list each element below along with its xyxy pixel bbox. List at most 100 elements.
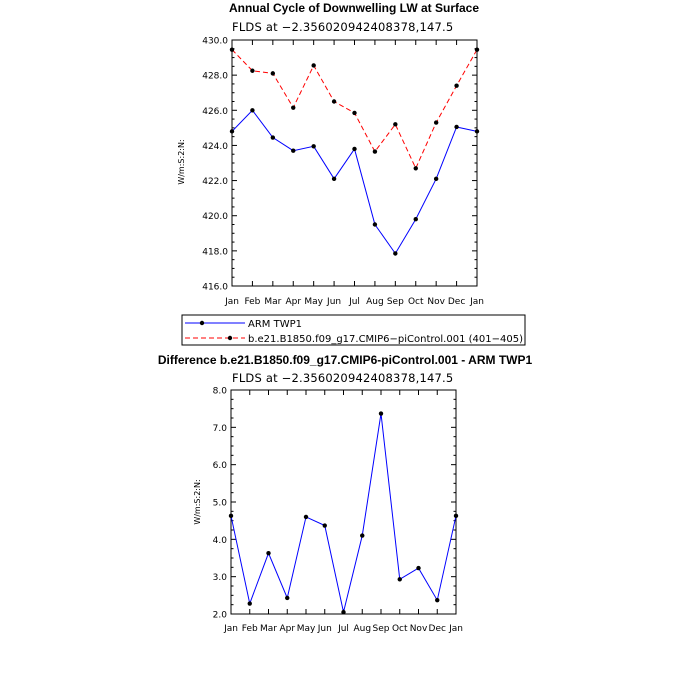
series-0-point (416, 565, 421, 571)
series-0-point (228, 513, 234, 519)
series-0-point (341, 609, 346, 615)
chart2-title: Difference b.e21.B1850.f09_g17.CMIP6-piC… (158, 353, 533, 367)
series-0-point (331, 176, 337, 182)
series-0-point (322, 523, 327, 528)
x-tick-label: Jan (448, 624, 463, 634)
x-tick-label: Jan (223, 624, 238, 634)
legend-label-arm: ARM TWP1 (248, 319, 302, 330)
x-tick-label: Mar (264, 297, 281, 307)
y-tick-label: 6.0 (213, 461, 228, 471)
legend-marker-model (227, 335, 233, 341)
legend-box (181, 314, 526, 346)
x-tick-label: Mar (260, 624, 277, 634)
series-1-point (311, 63, 316, 68)
series-0-point (270, 135, 276, 140)
series-0-point (303, 514, 309, 520)
x-tick-label: May (297, 624, 316, 634)
chart2-y-axis-label: W/m:S:2:N: (193, 479, 202, 524)
series-0-point (229, 129, 235, 134)
legend-marker-arm (199, 320, 205, 326)
y-tick-label: 7.0 (213, 424, 228, 434)
series-0-point (397, 577, 402, 582)
series-0-point (372, 222, 378, 227)
chart1-y-ticks: 416.0 418.0 420.0 422.0 424.0 426.0 428.0 430.0 (202, 37, 477, 293)
series-1-point (270, 71, 276, 76)
series-0-point (413, 217, 418, 222)
annual-cycle-chart: Annual Cycle of Downwelling LW at Surfac… (177, 1, 526, 346)
y-tick-label: 2.0 (213, 611, 228, 621)
chart1-series (229, 47, 480, 256)
y-tick-label: 5.0 (213, 499, 228, 509)
x-tick-label: Apr (285, 297, 301, 307)
x-tick-label: Apr (279, 624, 295, 634)
x-tick-label: Sep (387, 297, 404, 307)
series-0-point (266, 550, 271, 556)
y-tick-label: 420.0 (202, 212, 228, 222)
series-1-point (250, 68, 255, 73)
difference-chart: Difference b.e21.B1850.f09_g17.CMIP6-piC… (158, 353, 533, 634)
x-tick-label: Jun (326, 297, 341, 307)
y-tick-label: 426.0 (202, 107, 228, 117)
series-0-point (360, 533, 365, 538)
x-tick-label: Dec (429, 624, 446, 634)
legend-label-model: b.e21.B1850.f09_g17.CMIP6−piControl.001 … (248, 334, 523, 345)
series-1-point (372, 149, 378, 154)
chart2-y-ticks: 2.0 3.0 4.0 5.0 6.0 7.0 8.0 (213, 387, 456, 621)
chart2-series (228, 411, 459, 615)
series-1-point (331, 99, 337, 104)
x-tick-label: Oct (408, 297, 424, 307)
series-1-point (291, 105, 296, 110)
x-tick-label: Oct (392, 624, 408, 634)
series-0-point (454, 124, 459, 130)
x-tick-label: Jun (317, 624, 332, 634)
series-0-point (474, 129, 480, 134)
y-tick-label: 3.0 (213, 573, 228, 583)
chart1-title: Annual Cycle of Downwelling LW at Surfac… (229, 1, 479, 15)
series-1-point (454, 83, 459, 88)
series-0-point (453, 513, 459, 519)
series-0-point (291, 148, 296, 153)
x-tick-label: Nov (427, 297, 445, 307)
chart2-subtitle: FLDS at −2.356020942408378,147.5 (232, 371, 453, 385)
y-tick-label: 428.0 (202, 72, 228, 82)
series-0-point (352, 146, 357, 152)
y-tick-label: 416.0 (202, 283, 228, 293)
series-0-point (378, 411, 384, 416)
chart1-legend: ARM TWP1 b.e21.B1850.f09_g17.CMIP6−piCon… (181, 314, 526, 346)
series-1-point (393, 122, 398, 127)
x-tick-label: Jul (337, 624, 349, 634)
y-tick-label: 8.0 (213, 387, 228, 397)
x-tick-label: Feb (244, 297, 260, 307)
x-tick-label: Dec (448, 297, 465, 307)
series-0-point (247, 601, 252, 606)
series-0-point (393, 251, 398, 256)
x-tick-label: Jan (224, 297, 239, 307)
y-tick-label: 424.0 (202, 142, 228, 152)
series-0-point (435, 597, 440, 603)
series-1-point (229, 47, 235, 52)
series-1-point (413, 166, 418, 171)
series-line-0 (231, 109, 478, 255)
chart2-x-ticks: Jan Feb Mar Apr May Jun Jul Aug Sep Oct Nov Dec Jan (223, 390, 463, 634)
chart1-x-ticks: Jan Feb Mar Apr May Jun Jul Aug Sep Oct Nov Dec Jan (224, 40, 484, 307)
chart2-plot-frame (230, 389, 457, 615)
y-tick-label: 422.0 (202, 177, 228, 187)
series-1-point (474, 47, 480, 52)
x-tick-label: Feb (242, 624, 258, 634)
x-tick-label: Aug (353, 624, 371, 634)
series-0-point (433, 176, 439, 182)
chart1-y-axis-label: W/m:S:2:N: (177, 139, 186, 184)
x-tick-label: Nov (410, 624, 428, 634)
x-tick-label: Jul (348, 297, 360, 307)
x-tick-label: Sep (373, 624, 390, 634)
x-tick-label: Jan (469, 297, 484, 307)
series-1-point (433, 120, 439, 125)
y-tick-label: 4.0 (213, 536, 228, 546)
y-tick-label: 430.0 (202, 37, 228, 47)
chart1-plot-frame (231, 39, 478, 287)
series-1-point (352, 110, 357, 116)
x-tick-label: May (304, 297, 323, 307)
series-0-point (311, 144, 316, 149)
chart1-subtitle: FLDS at −2.356020942408378,147.5 (232, 20, 453, 34)
